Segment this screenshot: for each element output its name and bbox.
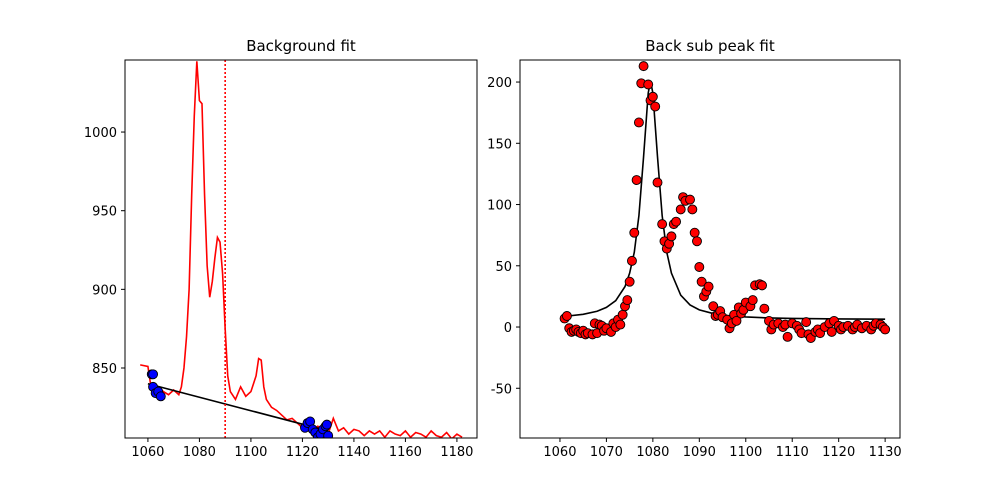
y-tick-label: 150: [487, 137, 512, 152]
x-tick-label: 1080: [183, 445, 216, 460]
scatter-point: [652, 177, 663, 188]
scatter-point: [323, 430, 334, 438]
scatter-point: [643, 79, 654, 90]
scatter-point: [782, 331, 793, 342]
scatter-point: [638, 61, 649, 72]
x-tick-label: 1160: [389, 445, 422, 460]
scatter-point: [650, 101, 661, 112]
y-tick-label: 900: [92, 283, 117, 298]
plot-frame: [519, 59, 901, 439]
scatter-point: [617, 309, 628, 320]
x-tick-label: 1110: [776, 445, 809, 460]
scatter-point: [155, 391, 166, 402]
line-series: [147, 382, 329, 432]
y-tick-label: -50: [491, 382, 512, 397]
scatter-point: [631, 175, 642, 185]
scatter-point: [615, 319, 626, 330]
scatter-point: [321, 419, 332, 430]
y-tick-label: 1000: [84, 126, 117, 141]
x-tick-label: 1060: [131, 445, 164, 460]
x-tick-label: 1130: [869, 445, 902, 460]
scatter-point: [696, 276, 707, 287]
scatter-point: [633, 117, 644, 128]
scatter-point: [757, 280, 767, 291]
scatter-point: [671, 216, 682, 227]
scatter-point: [148, 369, 159, 380]
x-tick-label: 1120: [286, 445, 319, 460]
x-tick-label: 1180: [440, 445, 473, 460]
scatter-point: [622, 295, 633, 306]
scatter-point: [675, 204, 686, 215]
x-tick-label: 1100: [234, 445, 267, 460]
scatter-point: [801, 317, 812, 328]
chart-title: Back sub peak fit: [645, 37, 775, 55]
y-tick-label: 100: [487, 199, 512, 214]
y-tick-label: 200: [487, 76, 512, 91]
x-tick-label: 1140: [337, 445, 370, 460]
scatter-point: [689, 227, 700, 238]
x-tick-label: 1060: [543, 445, 576, 460]
scatter-point: [826, 326, 837, 337]
y-tick-label: 50: [495, 260, 512, 275]
x-tick-label: 1070: [590, 445, 623, 460]
x-tick-label: 1080: [636, 445, 669, 460]
scatter-point: [747, 295, 758, 306]
scatter-point: [629, 227, 640, 238]
scatter-point: [624, 276, 635, 287]
scatter-point: [759, 303, 770, 314]
y-tick-label: 850: [92, 362, 117, 377]
plot-area: [559, 61, 891, 343]
line-series: [564, 80, 886, 320]
scatter-point: [627, 255, 637, 266]
x-tick-label: 1120: [822, 445, 855, 460]
plot-frame: [124, 59, 478, 439]
scatter-point: [561, 311, 572, 321]
scatter-point: [687, 204, 698, 215]
scatter-point: [657, 219, 668, 230]
scatter-point: [703, 281, 714, 292]
scatter-point: [685, 194, 695, 205]
scatter-point: [708, 301, 719, 312]
plot-area: [140, 60, 463, 438]
subplot: Back sub peak fit 1060 1070 1080 1090 1100 111…: [487, 37, 902, 460]
subplot: Background fit 1060 1080 1100 1120 1140 1160 11…: [84, 37, 478, 460]
scatter-point: [880, 324, 891, 335]
chart-title: Background fit: [246, 37, 356, 55]
y-tick-label: 950: [92, 205, 117, 220]
y-tick-label: 0: [504, 321, 512, 336]
x-tick-label: 1100: [729, 445, 762, 460]
scatter-point: [647, 91, 658, 102]
scatter-point: [694, 262, 705, 272]
scatter-point: [692, 236, 702, 247]
scatter-point: [666, 231, 677, 242]
scatter-point: [731, 315, 742, 326]
line-series: [140, 61, 463, 438]
x-tick-label: 1090: [683, 445, 716, 460]
